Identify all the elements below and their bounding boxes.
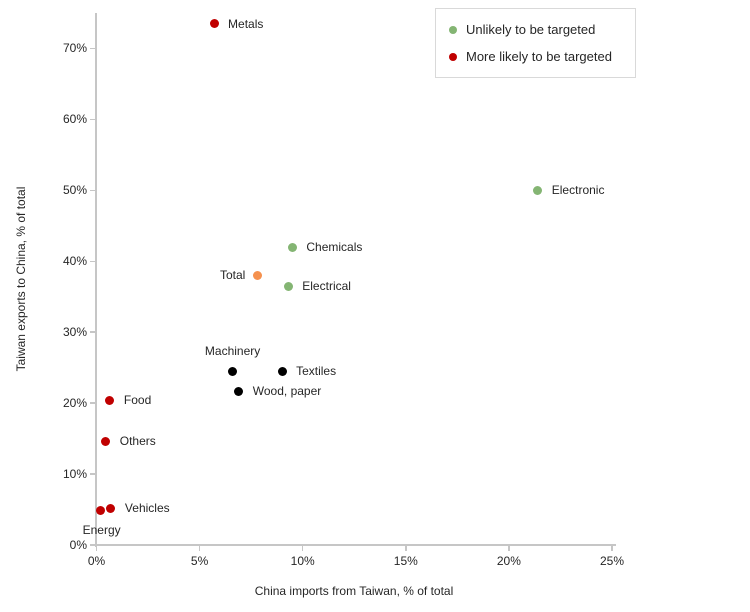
point-label-metals: Metals — [228, 16, 264, 31]
x-tick-mark — [198, 546, 201, 551]
y-axis-title: Taiwan exports to China, % of total — [14, 186, 28, 372]
y-tick-mark — [90, 118, 95, 121]
green-dot-icon — [449, 25, 457, 34]
legend-item-more-likely: More likely to be targeted — [449, 49, 635, 64]
y-tick-label: 70% — [62, 41, 87, 56]
y-tick-label: 50% — [62, 183, 87, 198]
y-tick-label: 20% — [62, 396, 87, 411]
legend: Unlikely to be targeted More likely to b… — [435, 8, 636, 78]
x-axis-line — [94, 544, 616, 546]
point-label-chemicals: Chemicals — [306, 240, 363, 255]
x-tick-mark — [611, 546, 613, 551]
point-vehicles — [106, 503, 116, 513]
point-label-others: Others — [119, 434, 156, 449]
y-tick-label: 10% — [62, 467, 87, 482]
point-label-wood-paper: Wood, paper — [252, 384, 322, 399]
y-tick-mark — [90, 544, 95, 546]
point-wood-paper — [234, 386, 244, 396]
point-machinery — [228, 366, 238, 376]
y-tick-mark — [90, 402, 95, 404]
point-label-energy: Energy — [82, 523, 121, 538]
point-energy — [96, 505, 106, 515]
x-tick-label: 0% — [87, 554, 106, 568]
point-metals — [209, 19, 219, 29]
point-label-electrical: Electrical — [302, 279, 351, 294]
point-label-food: Food — [123, 393, 152, 408]
y-tick-label: 40% — [62, 254, 87, 269]
x-axis-title: China imports from Taiwan, % of total — [254, 584, 454, 598]
point-electronic — [533, 185, 543, 195]
y-tick-mark — [90, 260, 95, 263]
legend-label-more-likely: More likely to be targeted — [466, 49, 612, 64]
y-tick-label: 60% — [62, 112, 87, 127]
y-tick-mark — [90, 189, 95, 192]
x-tick-mark — [95, 546, 98, 551]
x-tick-label: 20% — [496, 554, 521, 568]
point-textiles — [277, 366, 287, 376]
x-tick-label: 15% — [393, 554, 418, 568]
point-label-vehicles: Vehicles — [124, 501, 170, 516]
y-tick-mark — [90, 331, 95, 333]
point-label-electronic: Electronic — [551, 183, 605, 198]
point-electrical — [283, 281, 293, 291]
y-axis-line — [95, 13, 97, 547]
legend-item-unlikely: Unlikely to be targeted — [449, 22, 635, 37]
y-tick-mark — [90, 47, 95, 50]
point-label-machinery: Machinery — [204, 344, 261, 359]
y-tick-label: 0% — [69, 538, 87, 552]
point-label-total: Total — [219, 268, 246, 283]
legend-label-unlikely: Unlikely to be targeted — [466, 22, 596, 37]
point-label-textiles: Textiles — [296, 364, 337, 379]
x-tick-label: 10% — [290, 554, 315, 568]
x-tick-mark — [405, 546, 407, 551]
point-food — [105, 395, 115, 405]
point-total — [252, 270, 262, 280]
x-tick-label: 25% — [599, 554, 625, 568]
x-tick-mark — [508, 546, 510, 551]
point-chemicals — [287, 242, 297, 252]
y-tick-mark — [90, 473, 95, 475]
x-tick-label: 5% — [190, 554, 209, 568]
x-tick-mark — [301, 546, 304, 551]
y-tick-label: 30% — [62, 325, 87, 340]
red-dot-icon — [449, 52, 457, 61]
point-others — [101, 436, 111, 446]
